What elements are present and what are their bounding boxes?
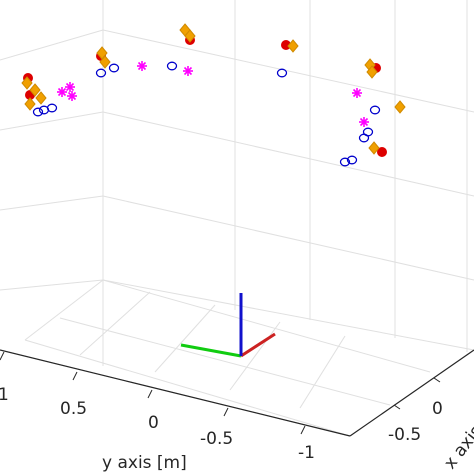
data-point — [67, 91, 77, 101]
data-point — [137, 61, 147, 71]
data-point — [366, 65, 378, 79]
data-point — [57, 87, 67, 97]
origin-triad — [180, 293, 276, 358]
y-tick-labels: 1 0.5 0 -0.5 -1 — [0, 385, 315, 463]
data-point — [24, 97, 36, 111]
data-point — [352, 88, 362, 98]
data-point — [99, 55, 111, 69]
data-point — [287, 39, 299, 53]
data-point — [29, 83, 41, 97]
data-point — [183, 66, 193, 76]
y-tick-marks — [0, 351, 306, 435]
triad-y-axis — [180, 343, 242, 358]
y-tick-label: 0.5 — [60, 399, 87, 419]
data-point — [368, 141, 380, 155]
data-point — [394, 100, 406, 114]
data-point — [184, 29, 196, 43]
data-point — [369, 105, 381, 115]
x-tick-label: -0.5 — [388, 425, 421, 445]
data-point — [35, 91, 47, 105]
data-point — [108, 63, 120, 73]
data-point — [346, 155, 358, 165]
data-point — [339, 157, 351, 167]
y-tick-label: -0.5 — [200, 429, 233, 449]
data-point — [166, 61, 178, 71]
data-markers — [21, 23, 406, 167]
y-axis-label: y axis [m] — [102, 453, 187, 473]
y-tick-label: 0 — [148, 413, 159, 433]
data-point — [21, 76, 33, 90]
x-tick-marks — [393, 377, 441, 410]
data-point — [359, 117, 369, 127]
y-tick-label: 1 — [0, 385, 9, 405]
y-tick-label: -1 — [298, 443, 315, 463]
data-point — [95, 68, 107, 78]
x-tick-labels: 0 -0.5 — [388, 399, 443, 445]
triad-x-axis — [240, 332, 276, 358]
data-point — [32, 107, 44, 117]
grid-right-wall — [102, 0, 474, 352]
data-point — [362, 127, 374, 137]
x-axis-label: x axis [m] — [440, 394, 474, 473]
axes-box — [0, 349, 474, 437]
grid-back-wall — [0, 0, 104, 366]
data-point — [276, 68, 288, 78]
data-point — [65, 82, 75, 92]
x-tick-label: 0 — [432, 399, 443, 419]
data-point — [377, 147, 387, 157]
data-point — [46, 103, 58, 113]
